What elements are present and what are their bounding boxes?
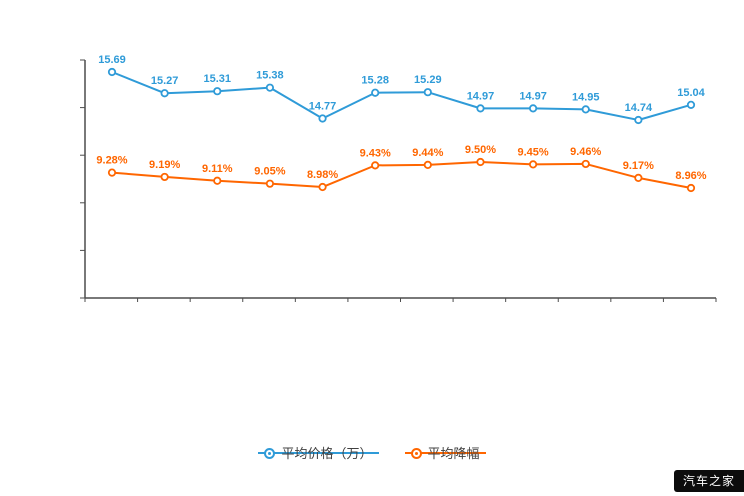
svg-text:9.05%: 9.05% [254,166,285,178]
legend-line-sample [258,452,379,454]
svg-text:9.43%: 9.43% [360,147,391,159]
legend-item-avg-price[interactable]: 平均价格（万） [258,445,379,461]
legend-dot-icon [414,451,418,455]
chart-canvas: 15.69 15.27 15.31 15.38 14.77 15.28 15.29 14.97… [80,54,717,302]
svg-text:14.97: 14.97 [467,90,495,102]
svg-text:14.77: 14.77 [309,100,337,112]
svg-text:15.28: 15.28 [361,75,389,87]
svg-text:15.69: 15.69 [98,54,126,66]
legend-dot-icon [268,451,272,455]
svg-text:8.96%: 8.96% [675,170,706,182]
svg-text:15.04: 15.04 [677,87,705,99]
svg-text:15.27: 15.27 [151,75,179,87]
svg-text:15.38: 15.38 [256,70,284,82]
svg-text:14.74: 14.74 [625,102,653,114]
svg-text:9.28%: 9.28% [96,155,127,167]
legend-label: 平均降幅 [427,445,480,461]
watermark-badge: 汽车之家 [673,469,744,492]
svg-text:9.11%: 9.11% [202,163,233,175]
svg-text:14.97: 14.97 [519,90,547,102]
svg-text:9.45%: 9.45% [517,146,548,158]
svg-text:15.29: 15.29 [414,74,442,86]
svg-text:14.95: 14.95 [572,91,600,103]
svg-text:9.44%: 9.44% [412,147,443,159]
watermark-text: 汽车之家 [682,473,735,488]
line-chart: 15.69 15.27 15.31 15.38 14.77 15.28 15.29 14.97… [80,54,717,302]
svg-text:8.98%: 8.98% [307,169,338,181]
svg-text:9.50%: 9.50% [465,144,496,156]
legend-ring-icon [410,447,422,459]
chart-legend: 平均价格（万） 平均降幅 [0,442,744,464]
legend-ring-icon [264,447,276,459]
legend-line-sample [404,452,486,454]
svg-text:9.46%: 9.46% [570,146,601,158]
svg-text:9.17%: 9.17% [623,160,654,172]
legend-label: 平均价格（万） [281,445,373,461]
svg-text:15.31: 15.31 [204,73,232,85]
legend-item-avg-discount[interactable]: 平均降幅 [404,445,486,461]
svg-text:9.19%: 9.19% [149,159,180,171]
